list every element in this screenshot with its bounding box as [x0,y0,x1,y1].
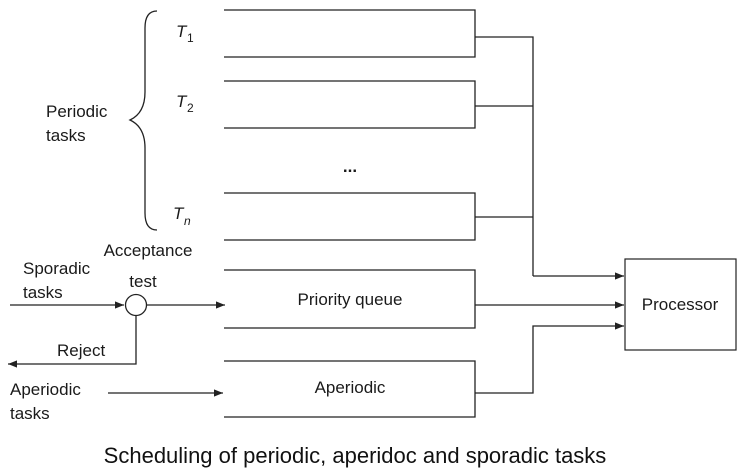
ellipsis: ... [343,157,357,176]
reject-arrow [8,316,137,368]
acceptance-test-node [124,293,148,317]
periodic-tasks-label-line2: tasks [46,126,86,145]
figure-caption: Scheduling of periodic, aperidoc and spo… [104,443,607,468]
queue-t2 [224,80,476,129]
acceptance-test-label-line2: test [129,272,157,291]
processor-box [624,258,737,351]
svg-text:T: T [173,204,185,223]
svg-text:1: 1 [187,31,194,45]
svg-text:n: n [184,214,191,228]
processor-label: Processor [642,295,719,314]
t1-output-line [475,36,534,276]
aperiodic-tasks-label-line1: Aperiodic [10,380,81,399]
aperiodic-tasks-label-line2: tasks [10,404,50,423]
periodic-brace [128,10,158,231]
aperiodic-to-processor-arrow [475,322,624,394]
acceptance-test-label-line1: Acceptance [104,241,193,260]
task-t2-label: T 2 [176,92,194,115]
sporadic-tasks-label-line1: Sporadic [23,259,91,278]
priority-queue-box [224,269,476,329]
svg-text:T: T [176,92,188,111]
sporadic-tasks-label-line2: tasks [23,283,63,302]
task-t1-label: T 1 [176,22,194,45]
svg-text:T: T [176,22,188,41]
reject-label: Reject [57,341,105,360]
queue-tn [224,192,476,241]
task-tn-label: T n [173,204,191,228]
priority-queue-label: Priority queue [298,290,403,309]
queue-t1 [224,9,476,58]
periodic-tasks-label-line1: Periodic [46,102,108,121]
aperiodic-queue-label: Aperiodic [315,378,386,397]
aperiodic-queue-box [224,360,476,418]
svg-text:2: 2 [187,101,194,115]
